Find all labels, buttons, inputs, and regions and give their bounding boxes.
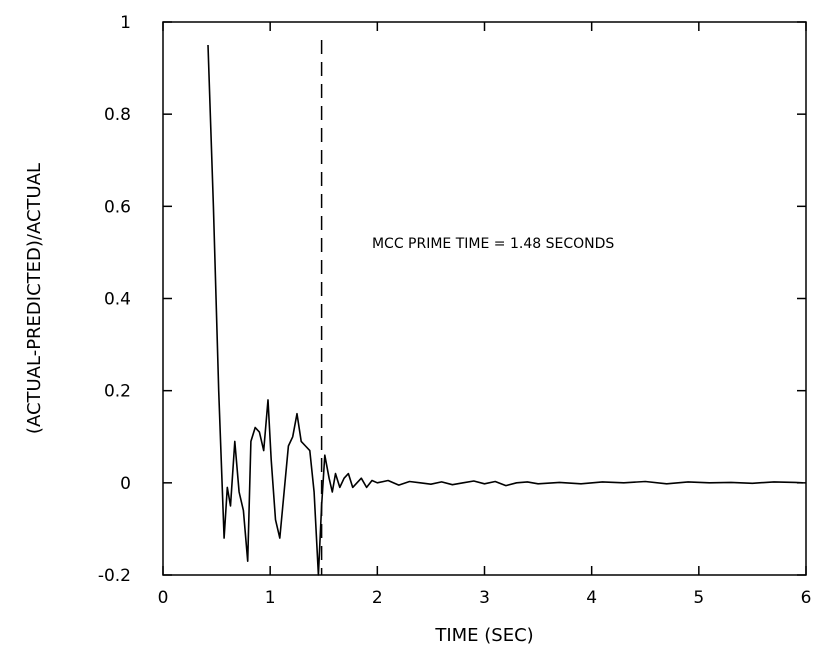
annotation-text: MCC PRIME TIME = 1.48 SECONDS — [372, 236, 614, 252]
x-tick-label: 6 — [801, 588, 812, 608]
x-tick-label: 1 — [265, 588, 276, 608]
plot-frame — [162, 21, 807, 576]
y-tick-label: -0.2 — [98, 566, 131, 586]
y-tick-label: 0.6 — [104, 197, 131, 217]
y-tick-label: 0.8 — [104, 105, 131, 125]
series-line — [207, 44, 803, 576]
y-axis-label: (ACTUAL-PREDICTED)/ACTUAL — [24, 163, 45, 434]
x-tick-label: 3 — [479, 588, 490, 608]
series-layer — [207, 40, 803, 576]
y-tick-label: 0.4 — [104, 290, 131, 310]
y-tick-label: 0.2 — [104, 382, 131, 402]
x-tick-label: 0 — [158, 588, 169, 608]
x-tick-label: 5 — [693, 588, 704, 608]
y-tick-label: 0 — [120, 474, 131, 494]
plot-area — [162, 21, 807, 576]
x-axis-label: TIME (SEC) — [434, 625, 533, 646]
tick-labels: 0 1 2 3 4 5 6 -0.2 0 0.2 0.4 0.6 0.8 1 — [98, 13, 812, 608]
y-tick-label: 1 — [120, 13, 131, 33]
axis-ticks — [162, 21, 807, 576]
x-tick-label: 2 — [372, 588, 383, 608]
x-tick-label: 4 — [586, 588, 597, 608]
